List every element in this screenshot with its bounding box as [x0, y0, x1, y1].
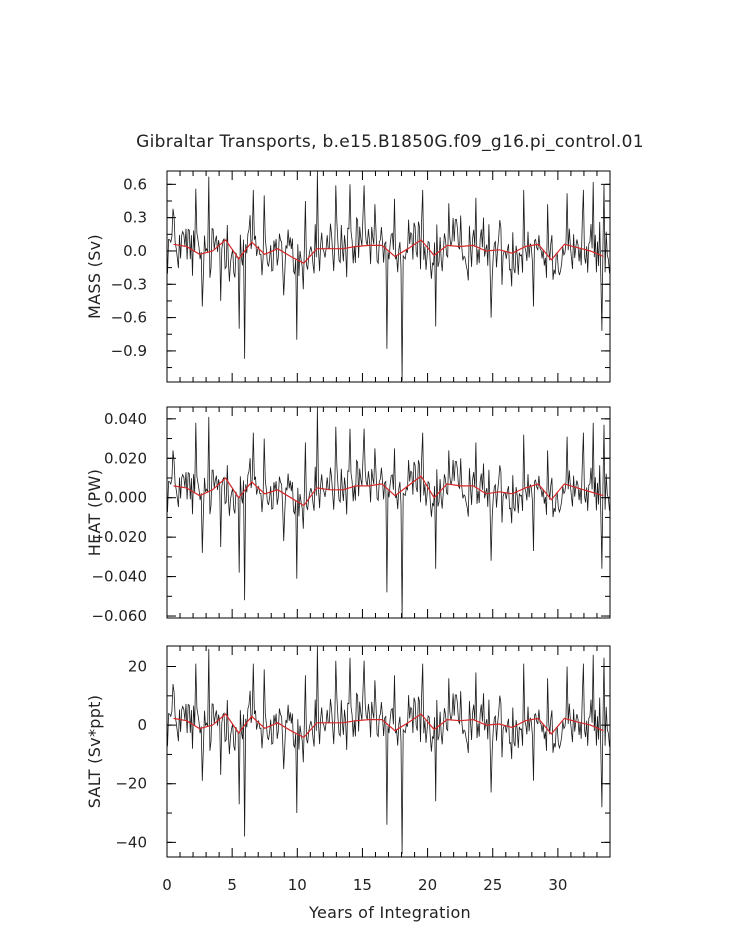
y-tick-label: 20	[128, 658, 147, 676]
y-axis-label: HEAT (PW)	[85, 469, 104, 556]
y-tick-label: −0.9	[111, 342, 147, 360]
y-tick-label: 0.020	[104, 449, 147, 467]
monthly-series-line	[167, 170, 610, 381]
x-tick-label: 30	[548, 876, 567, 894]
y-tick-label: −0.020	[91, 528, 147, 546]
y-axis-label: SALT (Sv*ppt)	[85, 695, 104, 809]
y-tick-label: 0.000	[104, 489, 147, 507]
y-tick-label: 0.0	[123, 242, 147, 260]
y-tick-label: 0.040	[104, 410, 147, 428]
y-axis-label: MASS (Sv)	[85, 234, 104, 319]
y-tick-label: −40	[115, 833, 147, 851]
plot-frame	[166, 406, 611, 619]
plot-frame	[166, 170, 611, 383]
x-tick-labels: 0 5 10 15 20 25 30	[162, 876, 567, 894]
x-axis-label: Years of Integration	[308, 903, 471, 922]
y-tick-label: −0.6	[111, 309, 147, 327]
x-tick-label: 15	[353, 876, 372, 894]
mass-panel: 0.6 0.3 0.0 −0.3 −0.6 −0.9 MASS (Sv)	[85, 170, 611, 383]
annual-mean-line	[173, 239, 604, 264]
chart-title: Gibraltar Transports, b.e15.B1850G.f09_g…	[136, 132, 644, 152]
x-tick-label: 5	[227, 876, 237, 894]
y-tick-label: 0.3	[123, 209, 147, 227]
plot-frame	[166, 645, 611, 858]
x-tick-label: 0	[162, 876, 172, 894]
x-tick-label: 25	[483, 876, 502, 894]
y-tick-label: −20	[115, 775, 147, 793]
y-tick-label: 0.6	[123, 175, 147, 193]
monthly-series-line	[167, 645, 610, 855]
y-tick-label: −0.3	[111, 275, 147, 293]
y-tick-label: −0.040	[91, 568, 147, 586]
y-tick-label: 0	[137, 716, 147, 734]
x-tick-label: 10	[288, 876, 307, 894]
heat-panel: 0.040 0.020 0.000 −0.020 −0.040 −0.060 HEAT (P…	[85, 406, 611, 625]
y-tick-label: −0.060	[91, 607, 147, 625]
annual-mean-line	[173, 475, 604, 507]
x-tick-label: 20	[418, 876, 437, 894]
monthly-series-line	[167, 406, 610, 619]
salt-panel: 20 0 −20 −40 SALT (Sv*ppt)	[85, 645, 611, 858]
annual-mean-line	[173, 713, 604, 739]
